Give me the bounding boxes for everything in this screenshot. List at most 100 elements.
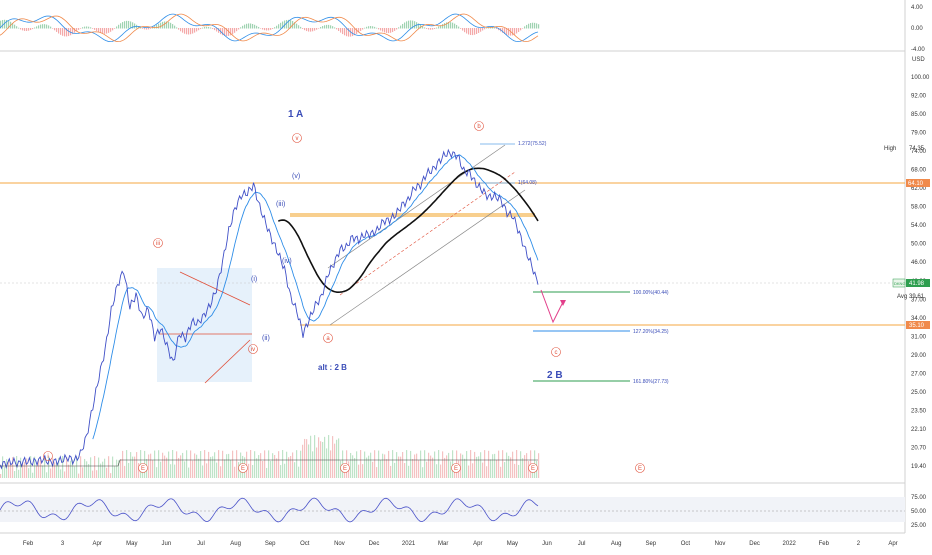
time-tick-label: Jun (162, 541, 172, 547)
macd-hist-bar (518, 28, 520, 32)
macd-hist-bar (396, 28, 398, 30)
volume-bar (386, 459, 388, 478)
macd-hist-bar (250, 23, 252, 29)
macd-hist-bar (296, 23, 298, 29)
volume-bar (284, 463, 286, 478)
avg-label: Avg (897, 294, 907, 300)
channel-lower (329, 189, 526, 326)
macd-hist-bar (362, 28, 364, 30)
volume-bar (302, 444, 304, 478)
macd-hist-bar (208, 26, 210, 29)
volume-bar (108, 456, 110, 478)
volume-bar (112, 456, 114, 478)
volume-bar (22, 463, 24, 478)
volume-bar (194, 453, 196, 478)
price-tick-label: 31.00 (911, 334, 927, 340)
svg-text:iii: iii (156, 241, 160, 247)
time-tick-label: 2021 (402, 541, 416, 547)
volume-bar (272, 453, 274, 478)
macd-hist-bar (360, 28, 362, 31)
macd-hist-bar (390, 28, 392, 33)
macd-hist-bar (206, 26, 208, 29)
time-axis[interactable]: Feb 3 Apr May Jun Jul Aug Sep Oct Nov Dec 2021 Mar Ap… (23, 541, 898, 547)
circled-wave-i: i (43, 451, 53, 461)
volume-bar (208, 451, 210, 478)
high-tag: High 74.35 (884, 146, 925, 152)
price-tick-label: 29.00 (911, 353, 927, 359)
macd-hist-bar (142, 28, 144, 29)
volume-bar (362, 464, 364, 478)
macd-hist-bar (318, 28, 320, 29)
wave-sub-iv: (iv) (282, 258, 292, 265)
volume-bar (234, 466, 236, 478)
volume-bar (72, 459, 74, 478)
volume-bar (64, 471, 66, 478)
volume-bar (402, 452, 404, 478)
macd-hist-bar (476, 28, 478, 34)
volume-bar (430, 455, 432, 478)
volume-bar (82, 467, 84, 478)
macd-hist-bar (282, 21, 284, 29)
macd-hist-bar (492, 27, 494, 29)
volume-bar (468, 465, 470, 478)
macd-hist-bar (30, 28, 32, 31)
macd-hist-bar (82, 27, 84, 29)
volume-bar (84, 458, 86, 478)
volume-bar (354, 458, 356, 478)
volume-bar (166, 457, 168, 478)
volume-bar (372, 461, 374, 478)
volume-bar (162, 452, 164, 478)
time-tick-label: Feb (819, 541, 830, 547)
fib-label-100: 100.00%(40.44) (633, 290, 669, 296)
volume-bar (506, 452, 508, 478)
macd-hist-bar (192, 28, 194, 34)
event-marker-label: E (454, 466, 458, 472)
wave-sub-i: (i) (251, 276, 257, 283)
low-tag: 35.10 (906, 321, 930, 329)
macd-hist-bar (242, 25, 244, 29)
volume-bar (388, 450, 390, 478)
circled-wave-b: b (474, 121, 484, 131)
volume-bar (80, 456, 82, 478)
event-marker-circle (340, 463, 350, 473)
macd-hist-bar (156, 24, 158, 29)
price-tick-label: 58.00 (911, 205, 927, 211)
volume-bar (436, 464, 438, 478)
macd-hist-bar (188, 28, 190, 35)
volume-bar (128, 462, 130, 478)
svg-text:v: v (296, 136, 299, 142)
volume-bar (156, 467, 158, 478)
macd-hist-bar (310, 28, 312, 32)
volume-bar (24, 461, 26, 478)
macd-hist-bar (450, 22, 452, 29)
volume-bar (278, 451, 280, 478)
price-tick-label: 54.00 (911, 223, 927, 229)
volume-bar (338, 438, 340, 478)
volume-bar (394, 462, 396, 478)
wave-label-alt-2b: alt : 2 B (318, 363, 347, 372)
macd-hist-bar (78, 28, 80, 30)
volume-bar (358, 464, 360, 478)
macd-hist-bar (48, 25, 50, 29)
macd-hist-bar (506, 28, 508, 35)
volume-bar (232, 450, 234, 478)
rsi-line (0, 497, 539, 523)
volume-bar (336, 439, 338, 478)
svg-text:c: c (555, 350, 558, 356)
volume-bar (14, 471, 16, 478)
volume-bar (50, 468, 52, 478)
volume-bar (220, 466, 222, 478)
macd-hist-bar (340, 28, 342, 33)
time-tick-label: Oct (681, 541, 691, 547)
time-tick-label: Mar (438, 541, 448, 547)
volume-bar (254, 451, 256, 478)
volume-bar (464, 458, 466, 478)
volume-bar (452, 450, 454, 478)
macd-hist-bar (232, 28, 234, 35)
volume-bar (190, 450, 192, 478)
event-marker-circle (528, 463, 538, 473)
macd-hist-bar (8, 20, 10, 29)
macd-hist-bar (108, 28, 110, 33)
